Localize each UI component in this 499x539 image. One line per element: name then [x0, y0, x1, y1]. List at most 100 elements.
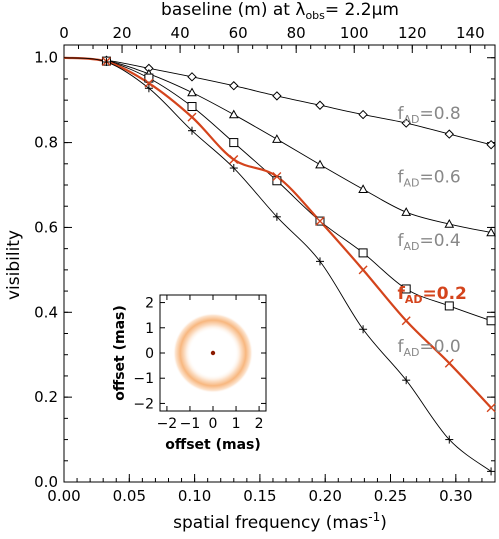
marker-square [144, 73, 154, 83]
series-line-1 [63, 57, 492, 233]
y-tick-label: 0.0 [34, 473, 58, 491]
marker-cross [272, 172, 282, 182]
triangle-mark [358, 184, 368, 193]
marker-square [229, 138, 239, 148]
cross-mark [315, 216, 325, 226]
marker-cross [486, 403, 496, 413]
inset-y-tick-label: −1 [133, 371, 154, 387]
triangle-mark [228, 109, 239, 119]
x-tick-label: 0.00 [47, 487, 80, 505]
top-tick-label: 120 [398, 24, 427, 42]
marker-cross [187, 112, 197, 122]
cross-mark [144, 78, 154, 88]
marker-triangle [272, 134, 282, 143]
axes-frame: 0.00 0.05 0.10 0.15 0.20 0.25 0.30 0.0 0.2 0.4 0.6… [34, 24, 496, 505]
marker-cross [315, 216, 325, 226]
marker-square [187, 102, 197, 112]
marker-plus [402, 376, 411, 385]
series-label-1: fAD=0.6 [397, 168, 460, 190]
inset-y-tick-label: 2 [145, 296, 154, 312]
plot-frame [63, 44, 496, 483]
y-axis-title: visibility [4, 230, 24, 300]
top-tick-label: 80 [287, 24, 306, 42]
square-mark [358, 248, 368, 258]
x-axis-title: spatial frequency (mas-1) [173, 510, 387, 533]
marker-plus [359, 325, 368, 334]
x-tick-label: 0.20 [309, 487, 342, 505]
square-mark [144, 73, 154, 83]
diamond-mark [444, 129, 454, 139]
marker-triangle [358, 184, 368, 193]
diamond-mark [486, 139, 496, 150]
marker-plus [445, 435, 454, 444]
inset-x-tick-label: 2 [255, 416, 264, 432]
cross-mark [229, 155, 239, 165]
square-mark [272, 176, 282, 186]
marker-triangle [444, 219, 455, 228]
marker-diamond [315, 100, 325, 110]
marker-cross [401, 316, 411, 326]
marker-square [358, 248, 368, 258]
inset-x-tick-label: −2 [157, 416, 178, 432]
top-tick-label: 60 [229, 24, 248, 42]
marker-cross [144, 78, 154, 88]
y-tick-label: 0.8 [34, 134, 58, 152]
inset-x-tick-label: 1 [232, 416, 241, 432]
triangle-mark [444, 219, 455, 228]
marker-square [272, 176, 282, 186]
curve-labels: fAD=0.8 fAD=0.6 fAD=0.4 fAD=0.2 fAD=0.0 [397, 104, 466, 359]
marker-triangle [401, 207, 412, 216]
marker-diamond [358, 109, 368, 120]
diamond-mark [229, 81, 239, 91]
triangle-mark [272, 134, 282, 143]
inset-y-title: offset (mas) [112, 305, 128, 401]
square-mark [401, 284, 411, 294]
inset-x-title: offset (mas) [165, 437, 261, 453]
cross-mark [401, 316, 411, 326]
marker-plus [102, 57, 111, 66]
inset-x-tick-label: −1 [180, 416, 201, 432]
square-mark [187, 102, 197, 112]
inset-y-tick-label: 0 [145, 346, 154, 362]
marker-plus [272, 212, 281, 221]
cross-mark [486, 403, 496, 413]
series-label-4: fAD=0.0 [397, 337, 460, 359]
marker-triangle [315, 159, 325, 169]
series-label-3: fAD=0.2 [397, 284, 466, 306]
x-tick-label: 0.30 [439, 487, 472, 505]
marker-cross [444, 358, 454, 368]
marker-diamond [486, 139, 496, 150]
top-tick-label: 0 [59, 24, 69, 42]
triangle-mark [187, 87, 197, 97]
y-tick-label: 0.6 [34, 218, 58, 236]
square-mark [444, 301, 454, 311]
top-tick-label: 20 [113, 24, 132, 42]
cross-mark [187, 112, 197, 122]
cross-mark [358, 265, 368, 275]
marker-square [444, 301, 454, 311]
inset-y-tick-label: −2 [133, 396, 154, 412]
series-label-2: fAD=0.4 [397, 231, 460, 253]
x-tick-label: 0.05 [113, 487, 146, 505]
diamond-mark [315, 100, 325, 110]
x-tick-label: 0.15 [243, 487, 276, 505]
cross-mark [444, 358, 454, 368]
marker-cross [358, 265, 368, 275]
top-tick-label: 100 [340, 24, 369, 42]
marker-plus [144, 84, 153, 93]
marker-plus [229, 164, 238, 173]
y-tick-label: 0.4 [34, 303, 58, 321]
marker-plus [315, 257, 324, 266]
triangle-mark [315, 159, 325, 169]
marker-square [486, 316, 496, 326]
diamond-mark [358, 109, 368, 120]
data-markers [101, 55, 496, 476]
marker-cross [229, 155, 239, 165]
x-tick-label: 0.10 [178, 487, 211, 505]
y-tick-label: 0.2 [34, 388, 58, 406]
diamond-mark [187, 72, 197, 82]
marker-plus [487, 467, 496, 476]
marker-diamond [272, 91, 282, 101]
